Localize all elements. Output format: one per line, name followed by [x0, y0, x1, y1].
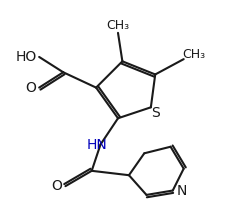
Text: O: O	[25, 81, 36, 95]
Text: S: S	[151, 106, 160, 120]
Text: N: N	[176, 184, 187, 198]
Text: O: O	[51, 179, 62, 193]
Text: CH₃: CH₃	[106, 19, 130, 32]
Text: HO: HO	[15, 50, 37, 64]
Text: HN: HN	[87, 138, 108, 152]
Text: CH₃: CH₃	[182, 48, 205, 61]
